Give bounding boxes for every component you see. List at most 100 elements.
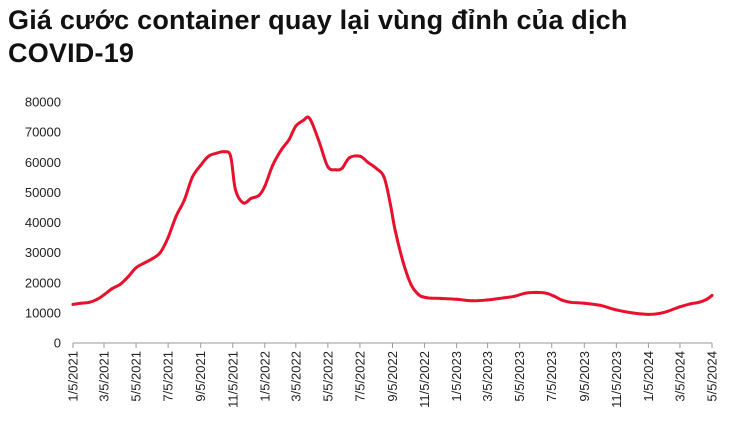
data-point xyxy=(257,193,261,197)
x-tick-label: 5/5/2022 xyxy=(320,351,335,402)
freight-rate-line-chart: 0 10000 20000 30000 40000 50000 60000 70000 8000… xyxy=(25,95,720,408)
y-tick-label: 10000 xyxy=(25,305,61,320)
data-point xyxy=(302,118,306,122)
data-point xyxy=(417,293,421,297)
y-tick-label: 0 xyxy=(54,336,61,351)
data-point xyxy=(382,175,386,179)
y-tick-label: 20000 xyxy=(25,275,61,290)
data-point xyxy=(630,311,634,315)
data-point xyxy=(471,299,475,303)
data-point xyxy=(560,298,564,302)
data-point xyxy=(705,297,709,301)
data-point xyxy=(249,196,253,200)
y-tick-label: 80000 xyxy=(25,95,61,110)
x-tick-label: 9/5/2022 xyxy=(385,351,400,402)
x-tick-label: 11/5/2021 xyxy=(225,351,240,408)
y-tick-label: 50000 xyxy=(25,185,61,200)
data-point xyxy=(71,302,75,306)
data-point xyxy=(318,142,322,146)
data-point xyxy=(334,168,338,172)
data-point xyxy=(657,312,661,315)
data-point xyxy=(438,296,442,300)
data-point xyxy=(678,305,682,309)
x-tick-label: 1/5/2023 xyxy=(449,351,464,402)
data-point xyxy=(229,154,233,158)
x-tick-label: 11/5/2023 xyxy=(609,351,624,408)
x-tick-label: 5/5/2021 xyxy=(129,351,144,402)
data-point xyxy=(347,156,351,160)
data-point xyxy=(118,282,122,286)
y-tick-label: 30000 xyxy=(25,245,61,260)
data-point xyxy=(569,300,573,304)
data-point xyxy=(182,198,186,202)
data-point xyxy=(388,202,392,206)
data-point xyxy=(374,166,378,170)
data-point xyxy=(582,301,586,305)
y-tick-label: 60000 xyxy=(25,155,61,170)
data-point xyxy=(215,151,218,155)
data-point xyxy=(95,297,99,301)
data-point xyxy=(552,294,556,298)
data-point xyxy=(263,184,267,188)
data-point xyxy=(87,300,91,304)
data-point xyxy=(158,251,162,255)
data-point xyxy=(401,260,405,264)
data-point xyxy=(502,296,506,300)
x-tick-label: 1/5/2021 xyxy=(66,351,81,402)
data-point xyxy=(310,121,314,125)
data-point xyxy=(222,150,226,154)
x-tick-label: 7/5/2022 xyxy=(352,351,367,402)
y-tick-label: 70000 xyxy=(25,125,61,140)
data-point xyxy=(523,291,527,295)
data-point xyxy=(545,291,548,295)
data-point xyxy=(512,294,516,298)
x-tick-label: 9/5/2023 xyxy=(577,351,592,402)
data-point xyxy=(134,266,138,270)
data-point xyxy=(455,297,459,301)
data-point xyxy=(534,290,538,294)
x-tick-label: 3/5/2024 xyxy=(672,351,687,402)
data-point xyxy=(110,287,114,291)
data-point xyxy=(126,275,130,279)
data-point xyxy=(689,302,692,306)
data-point xyxy=(166,236,170,240)
data-point xyxy=(102,293,106,297)
data-point xyxy=(294,124,298,128)
data-point xyxy=(340,166,344,170)
data-point xyxy=(697,300,701,304)
x-tick-label: 3/5/2021 xyxy=(97,351,112,402)
headline: Giá cước container quay lại vùng đỉnh củ… xyxy=(8,5,628,68)
data-point xyxy=(486,298,490,302)
x-tick-label: 5/5/2024 xyxy=(705,351,720,402)
x-tick-label: 1/5/2024 xyxy=(641,351,656,402)
data-point xyxy=(190,175,194,179)
data-point xyxy=(142,261,146,265)
data-point xyxy=(326,165,330,169)
x-tick-label: 7/5/2021 xyxy=(161,351,176,402)
data-point xyxy=(241,201,245,205)
data-point xyxy=(366,160,370,164)
x-tick-label: 5/5/2023 xyxy=(512,351,527,402)
x-tick-label: 9/5/2021 xyxy=(193,351,208,402)
data-point xyxy=(306,115,310,119)
data-point xyxy=(710,293,714,297)
data-point xyxy=(598,303,602,307)
data-point xyxy=(150,257,154,261)
data-point xyxy=(393,228,397,232)
x-tick-label: 11/5/2022 xyxy=(417,351,432,408)
data-point xyxy=(425,296,429,300)
x-tick-label: 3/5/2023 xyxy=(480,351,495,402)
data-point xyxy=(665,309,669,313)
data-point xyxy=(233,187,237,191)
data-point xyxy=(79,301,83,305)
data-point xyxy=(614,308,618,312)
data-point xyxy=(358,154,362,158)
series-line-0 xyxy=(71,115,714,316)
data-point xyxy=(199,163,203,167)
data-point xyxy=(207,154,211,158)
data-point xyxy=(174,215,178,218)
data-point xyxy=(271,163,275,167)
y-tick-label: 40000 xyxy=(25,215,61,230)
data-point xyxy=(646,312,650,316)
data-point xyxy=(287,138,291,142)
